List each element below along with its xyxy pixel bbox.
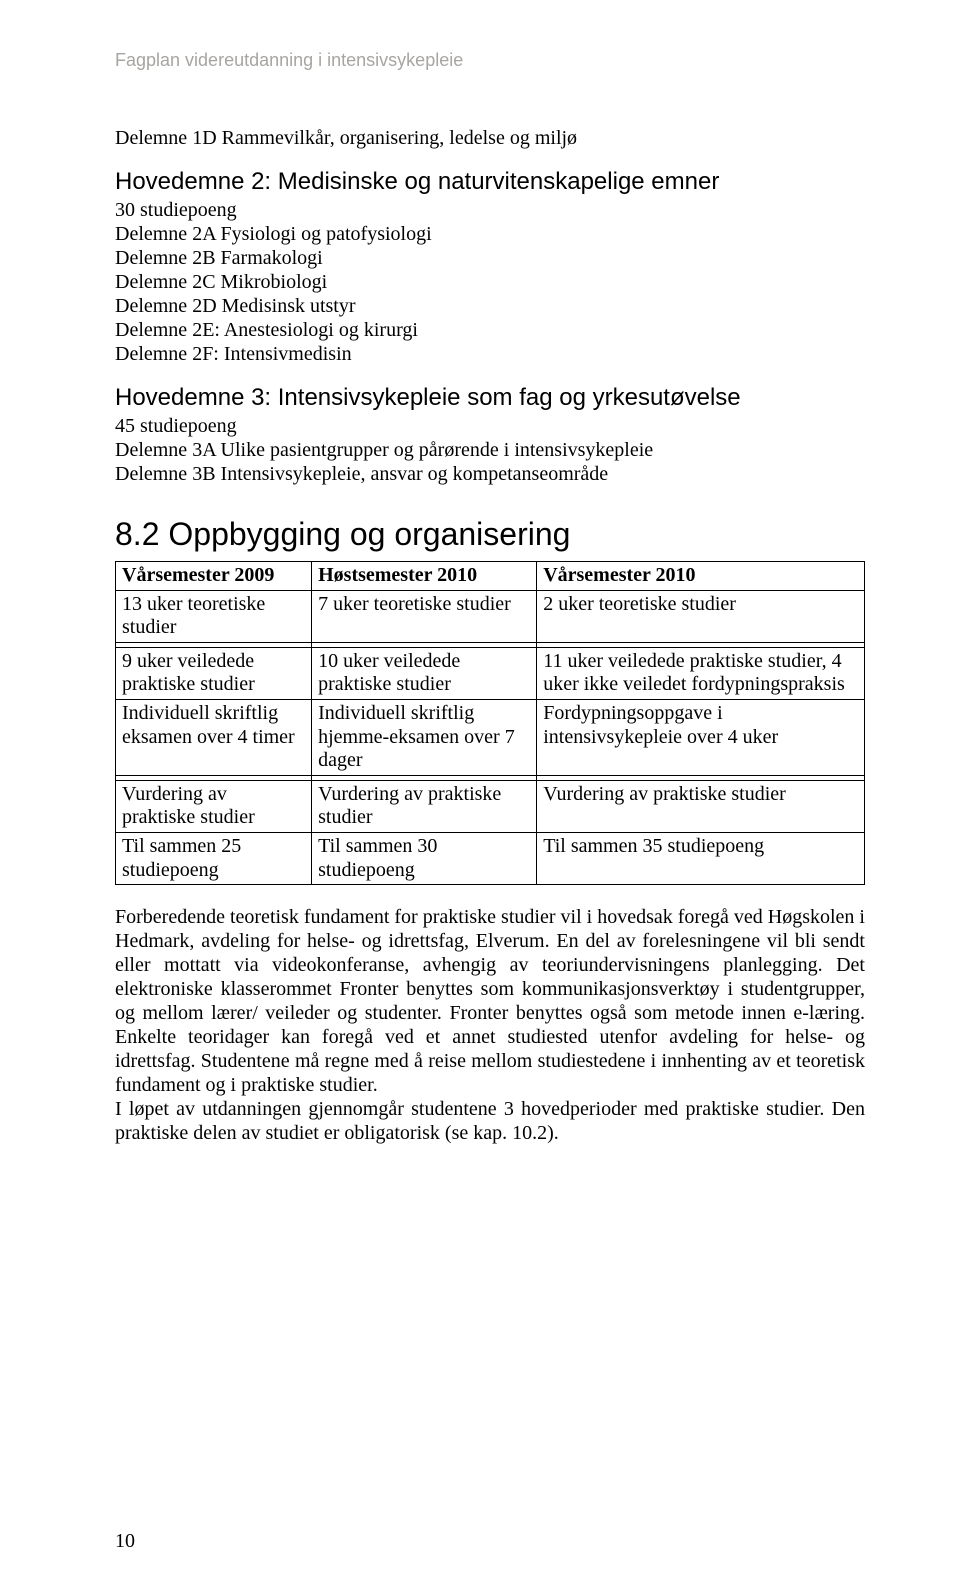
table-header-cell: Vårsemester 2010 xyxy=(537,562,865,591)
page-header: Fagplan videreutdanning i intensivsykepl… xyxy=(115,50,865,71)
table-cell: Individuell skriftlig hjemme-eksamen ove… xyxy=(312,699,537,775)
delemne-2b: Delemne 2B Farmakologi xyxy=(115,246,865,270)
page-number: 10 xyxy=(115,1530,135,1553)
delemne-2d: Delemne 2D Medisinsk utstyr xyxy=(115,294,865,318)
table-row: Vårsemester 2009 Høstsemester 2010 Vårse… xyxy=(116,562,865,591)
paragraph-2: I løpet av utdanningen gjennomgår studen… xyxy=(115,1097,865,1145)
hovedemne-3-title: Hovedemne 3: Intensivsykepleie som fag o… xyxy=(115,384,865,412)
table-cell: 7 uker teoretiske studier xyxy=(312,590,537,642)
table-cell: Vurdering av praktiske studier xyxy=(537,780,865,832)
table-cell: Til sammen 35 studiepoeng xyxy=(537,832,865,884)
delemne-3b: Delemne 3B Intensivsykepleie, ansvar og … xyxy=(115,462,865,486)
table-cell: 2 uker teoretiske studier xyxy=(537,590,865,642)
table-cell: Fordypningsoppgave i intensivsykepleie o… xyxy=(537,699,865,775)
section-8-2-title: 8.2 Oppbygging og organisering xyxy=(115,516,865,553)
table-header-cell: Høstsemester 2010 xyxy=(312,562,537,591)
hovedemne-3-credits: 45 studiepoeng xyxy=(115,414,865,438)
table-row: Til sammen 25 studiepoeng Til sammen 30 … xyxy=(116,832,865,884)
table-cell: 9 uker veiledede praktiske studier xyxy=(116,647,312,699)
table-cell: Individuell skriftlig eksamen over 4 tim… xyxy=(116,699,312,775)
table-cell: Vurdering av praktiske studier xyxy=(312,780,537,832)
table-row: Vurdering av praktiske studier Vurdering… xyxy=(116,780,865,832)
table-row: 13 uker teoretiske studier 7 uker teoret… xyxy=(116,590,865,642)
table-cell: Til sammen 30 studiepoeng xyxy=(312,832,537,884)
delemne-2e: Delemne 2E: Anestesiologi og kirurgi xyxy=(115,318,865,342)
delemne-3a: Delemne 3A Ulike pasientgrupper og pårør… xyxy=(115,438,865,462)
table-row: 9 uker veiledede praktiske studier 10 uk… xyxy=(116,647,865,699)
delemne-1d: Delemne 1D Rammevilkår, organisering, le… xyxy=(115,126,865,150)
delemne-2c: Delemne 2C Mikrobiologi xyxy=(115,270,865,294)
table-cell: Til sammen 25 studiepoeng xyxy=(116,832,312,884)
table-header-cell: Vårsemester 2009 xyxy=(116,562,312,591)
table-cell: 11 uker veiledede praktiske studier, 4 u… xyxy=(537,647,865,699)
table-cell: 10 uker veiledede praktiske studier xyxy=(312,647,537,699)
paragraph-1: Forberedende teoretisk fundament for pra… xyxy=(115,905,865,1097)
schedule-table: Vårsemester 2009 Høstsemester 2010 Vårse… xyxy=(115,561,865,885)
table-row: Individuell skriftlig eksamen over 4 tim… xyxy=(116,699,865,775)
hovedemne-2-title: Hovedemne 2: Medisinske og naturvitenska… xyxy=(115,168,865,196)
table-cell: 13 uker teoretiske studier xyxy=(116,590,312,642)
delemne-2f: Delemne 2F: Intensivmedisin xyxy=(115,342,865,366)
table-cell: Vurdering av praktiske studier xyxy=(116,780,312,832)
delemne-2a: Delemne 2A Fysiologi og patofysiologi xyxy=(115,222,865,246)
hovedemne-2-credits: 30 studiepoeng xyxy=(115,198,865,222)
